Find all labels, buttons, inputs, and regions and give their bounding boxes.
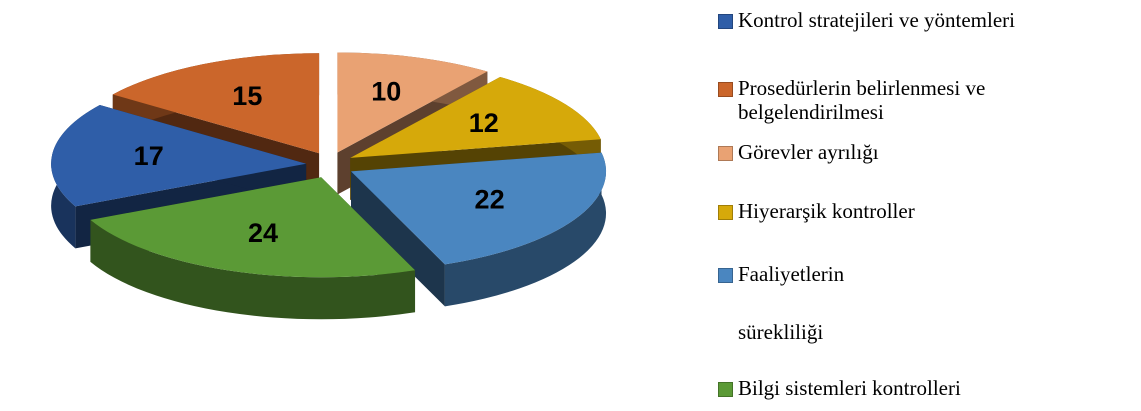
slice-top <box>112 53 320 154</box>
legend-swatch <box>718 382 733 397</box>
slice-wall <box>444 152 607 307</box>
slice-top <box>90 177 416 278</box>
legend-label: Kontrol stratejileri ve yöntemleri <box>738 8 1015 32</box>
value-label: 24 <box>248 218 278 248</box>
legend-label: Faaliyetlerin sürekliliği <box>738 262 845 344</box>
slice-top <box>351 152 607 265</box>
legend-item: Kontrol stratejileri ve yöntemleri <box>718 8 1138 32</box>
value-label: 17 <box>134 141 164 171</box>
legend-swatch <box>718 82 733 97</box>
slice <box>351 152 607 307</box>
legend-label: Hiyerarşik kontroller <box>738 199 915 223</box>
slice-wall <box>90 219 416 320</box>
legend-swatch <box>718 268 733 283</box>
chart: 17 15 10 12 22 24 <box>51 52 607 320</box>
slice-side <box>351 171 445 307</box>
slice-top <box>350 77 601 158</box>
value-label: 12 <box>469 108 499 138</box>
legend-item: Görevler ayrılığı <box>718 140 1138 164</box>
legend-label: Bilgi sistemleri kontrolleri <box>738 376 961 400</box>
legend-swatch <box>718 146 733 161</box>
slice-top <box>51 104 307 207</box>
legend-label: Prosedürlerin belirlenmesi ve belgelendi… <box>738 76 986 124</box>
legend-swatch <box>718 14 733 29</box>
value-label: 22 <box>475 184 505 214</box>
legend-item: Faaliyetlerin sürekliliği <box>718 262 868 361</box>
legend-item: Prosedürlerin belirlenmesi ve belgelendi… <box>718 76 1008 124</box>
slice <box>90 177 416 320</box>
value-label: 15 <box>232 81 262 111</box>
value-label: 10 <box>371 77 401 107</box>
legend-item: Hiyerarşik kontroller <box>718 199 1138 223</box>
slice-top <box>337 52 488 153</box>
legend-item: Bilgi sistemleri kontrolleri <box>718 376 1138 400</box>
legend-swatch <box>718 205 733 220</box>
legend-label: Görevler ayrılığı <box>738 140 879 164</box>
